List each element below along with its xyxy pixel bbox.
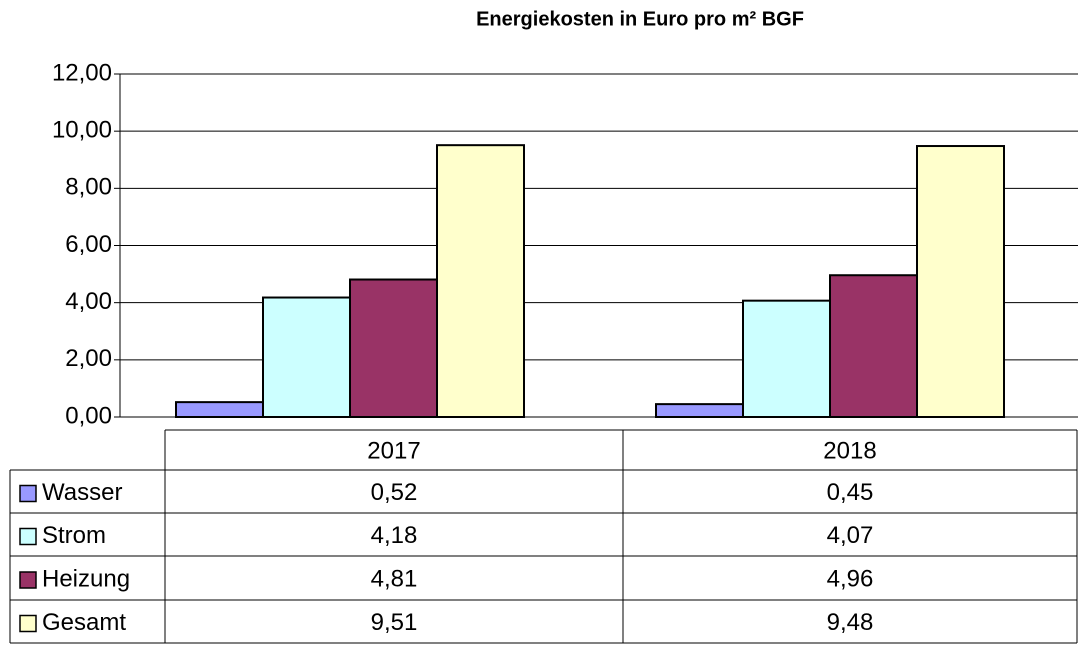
chart-title: Energiekosten in Euro pro m² BGF (476, 8, 804, 30)
x-tick-label: 2017 (367, 437, 420, 464)
y-tick-label: 8,00 (65, 174, 112, 201)
bar (175, 401, 264, 418)
bar (742, 299, 831, 418)
legend-swatch (19, 527, 37, 546)
bar (436, 144, 525, 419)
data-label: 9,51 (371, 609, 418, 636)
data-label: 0,45 (827, 479, 874, 506)
bar (916, 145, 1005, 418)
bar (655, 403, 744, 419)
legend-label: Gesamt (42, 609, 126, 636)
bar (829, 274, 918, 418)
data-label: 4,07 (827, 522, 874, 549)
bar (349, 278, 438, 418)
data-label: 4,18 (371, 522, 418, 549)
data-label: 4,81 (371, 565, 418, 592)
legend-swatch (19, 614, 37, 633)
y-tick-label: 6,00 (65, 231, 112, 258)
y-tick-label: 0,00 (65, 402, 112, 429)
legend-swatch (19, 484, 37, 503)
x-tick-label: 2018 (823, 437, 876, 464)
y-tick-label: 10,00 (52, 117, 112, 144)
legend-swatch (19, 571, 37, 589)
legend-label: Wasser (42, 479, 122, 506)
data-label: 0,52 (371, 479, 418, 506)
y-tick-label: 12,00 (52, 59, 112, 86)
y-tick-label: 2,00 (65, 345, 112, 372)
data-label: 9,48 (827, 609, 874, 636)
bar (262, 296, 351, 418)
legend-label: Strom (42, 522, 106, 549)
legend-label: Heizung (42, 565, 130, 592)
y-tick-label: 4,00 (65, 288, 112, 315)
data-label: 4,96 (827, 565, 874, 592)
